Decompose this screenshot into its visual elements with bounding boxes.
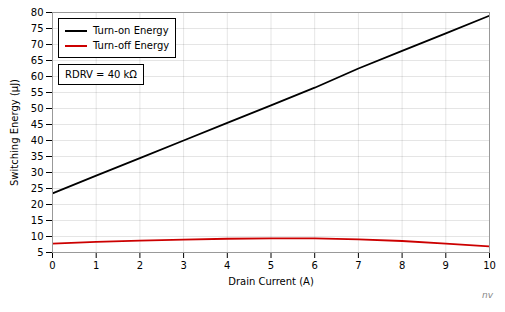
svg-text:0: 0	[49, 260, 55, 271]
svg-text:80: 80	[31, 7, 44, 18]
html-text:Turn-off Energy: Turn-off Energy	[93, 40, 170, 51]
html-text:RDRV = 40 kΩ: RDRV = 40 kΩ	[65, 69, 137, 80]
svg-text:Switching Energy (μJ): Switching Energy (μJ)	[9, 79, 20, 186]
svg-text:1: 1	[93, 260, 99, 271]
svg-text:10: 10	[31, 231, 44, 242]
svg-text:2: 2	[137, 260, 143, 271]
svg-text:10: 10	[483, 260, 496, 271]
html-text:nv: nv	[482, 290, 493, 300]
svg-text:5: 5	[37, 247, 43, 258]
svg-text:3: 3	[180, 260, 186, 271]
svg-text:Drain Current (A): Drain Current (A)	[228, 276, 314, 287]
svg-text:70: 70	[31, 39, 44, 50]
svg-text:75: 75	[31, 23, 44, 34]
svg-text:30: 30	[31, 167, 44, 178]
svg-text:35: 35	[31, 151, 44, 162]
svg-text:40: 40	[31, 135, 44, 146]
svg-text:4: 4	[224, 260, 230, 271]
html-text:Turn-on Energy: Turn-on Energy	[93, 25, 169, 36]
svg-text:65: 65	[31, 55, 44, 66]
svg-text:20: 20	[31, 199, 44, 210]
svg-text:15: 15	[31, 215, 44, 226]
svg-text:50: 50	[31, 103, 44, 114]
svg-text:55: 55	[31, 87, 44, 98]
svg-text:6: 6	[312, 260, 318, 271]
svg-text:7: 7	[355, 260, 361, 271]
svg-text:60: 60	[31, 71, 44, 82]
svg-text:8: 8	[399, 260, 405, 271]
svg-text:5: 5	[268, 260, 274, 271]
svg-text:25: 25	[31, 183, 44, 194]
svg-text:9: 9	[443, 260, 449, 271]
svg-text:45: 45	[31, 119, 44, 130]
